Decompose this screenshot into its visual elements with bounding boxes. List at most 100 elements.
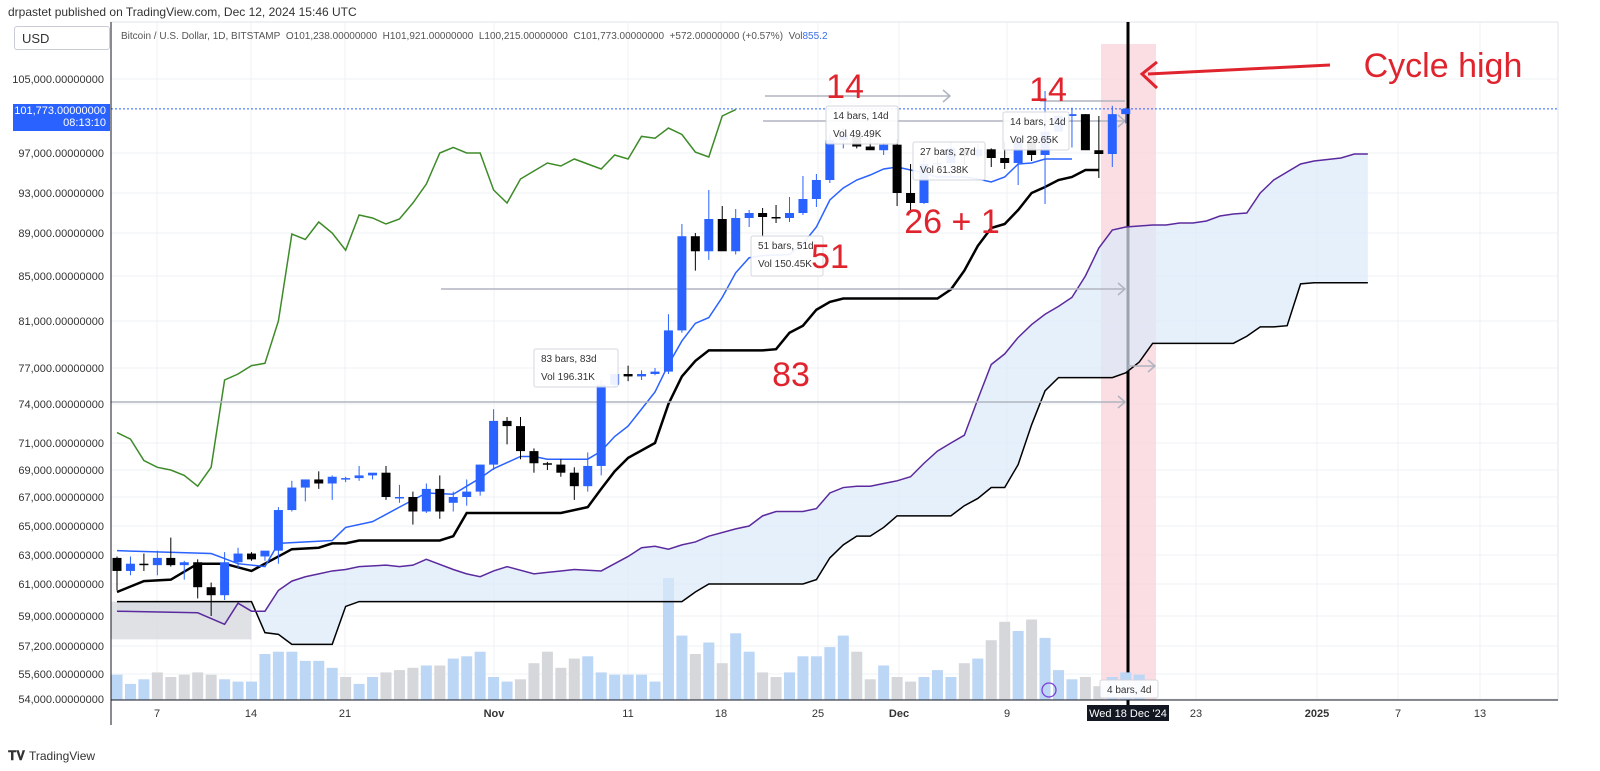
legend-change: +572.00000000 (+0.57%)	[669, 31, 784, 42]
candle-body	[1080, 114, 1090, 151]
volume-bar	[797, 656, 809, 700]
candle-body	[556, 464, 566, 473]
volume-bar	[393, 670, 405, 700]
volume-bar	[743, 651, 755, 700]
candle-body	[489, 420, 499, 465]
candle-body	[1121, 108, 1131, 115]
candle-body	[1067, 114, 1077, 116]
volume-bar	[730, 633, 742, 700]
volume-bar	[595, 672, 607, 700]
price-tick-label: 67,000.00000000	[18, 492, 104, 504]
candle-body	[906, 193, 916, 203]
candle-body	[139, 563, 149, 566]
candle-body	[583, 465, 593, 487]
candle-body	[220, 562, 230, 596]
volume-bar	[824, 647, 836, 700]
measure-bars-label: 51 bars, 51d	[758, 241, 814, 252]
candle-body	[273, 510, 283, 551]
indicator-lines	[111, 108, 1558, 646]
measure-line-4-arrow	[1147, 359, 1157, 373]
measure-vol-label: Vol 196.31K	[541, 372, 595, 383]
measure-box	[1099, 679, 1159, 699]
time-tick-label: Dec	[889, 708, 909, 720]
volume-bar	[568, 658, 580, 700]
symbol-legend: Bitcoin / U.S. Dollar, 1D, BITSTAMP O101…	[121, 31, 828, 42]
volume-bar	[541, 651, 553, 700]
currency-selector[interactable]: USD	[14, 26, 110, 50]
candle-body	[125, 563, 135, 571]
measure-bars-label: 83 bars, 83d	[541, 354, 597, 365]
time-tick-label: 2025	[1305, 708, 1329, 720]
candle-body	[811, 180, 821, 199]
price-tick-label: 93,000.00000000	[18, 188, 104, 200]
volume-bars	[111, 578, 1145, 700]
candle-body	[206, 587, 216, 596]
cloud-fill-bearish	[111, 601, 252, 640]
measure-bars-label: 27 bars, 27d	[920, 147, 976, 158]
volume-bar	[205, 674, 217, 700]
volume-bar	[151, 672, 163, 700]
volume-bar	[192, 672, 204, 700]
price-tick-label: 97,000.00000000	[18, 148, 104, 160]
volume-bar	[407, 667, 419, 700]
volume-bar	[474, 651, 486, 700]
time-tick-label: 7	[154, 708, 160, 720]
volume-bar	[420, 665, 432, 700]
time-tick-label: 14	[245, 708, 257, 720]
volume-bar	[515, 679, 526, 700]
candle-body	[771, 217, 781, 219]
brand-name: TradingView	[29, 749, 96, 763]
volume-bar	[555, 667, 567, 700]
volume-bar	[353, 683, 365, 700]
candle-body	[327, 476, 337, 484]
span-a-line	[116, 153, 1368, 626]
candle-body	[368, 472, 378, 476]
candle-body	[744, 213, 754, 218]
candle-body	[408, 497, 418, 512]
candle-body	[785, 213, 794, 218]
volume-bar	[246, 681, 257, 700]
volume-bar	[878, 665, 890, 700]
measure-line-51-arrow	[1117, 282, 1127, 296]
volume-bar	[985, 640, 997, 700]
time-tick-label: Nov	[484, 708, 506, 720]
candle-body	[650, 371, 660, 374]
measure-box	[533, 348, 619, 388]
candle-body	[798, 199, 808, 213]
volume-bar	[111, 674, 123, 700]
time-axis[interactable]: 7 14 21 Nov 11 18 25 Dec 9 Wed 18 Dec '24 23 2025 7 1…	[111, 699, 1558, 721]
legend-close: C101,773.00000000	[573, 31, 665, 42]
candle-body	[865, 146, 875, 151]
volume-bar	[945, 677, 957, 700]
volume-bar	[124, 683, 136, 700]
ichimoku-cloud	[111, 154, 1368, 645]
volume-bar	[461, 656, 473, 700]
volume-bar	[434, 665, 446, 700]
volume-bar	[138, 679, 150, 700]
volume-bar	[488, 677, 500, 700]
legend-title: Bitcoin / U.S. Dollar, 1D, BITSTAMP	[121, 31, 281, 42]
candle-body	[112, 557, 122, 571]
volume-bar	[259, 654, 271, 700]
volume-bar	[1093, 686, 1105, 700]
annotation-text: Cycle high	[1364, 47, 1523, 85]
volume-bar	[1053, 670, 1064, 700]
candle-body	[394, 497, 404, 499]
cycle-high-arrow-head	[1139, 60, 1159, 90]
measure-vol-label: Vol 61.38K	[920, 165, 969, 176]
volume-bar	[313, 660, 325, 700]
volume-bar	[326, 667, 338, 700]
measure-line-83-arrow	[1117, 395, 1127, 409]
price-tick-label: 89,000.00000000	[18, 228, 104, 240]
annotation-text: 14	[826, 68, 864, 106]
price-axis[interactable]: 105,000.00000000 97,000.00000000 93,000.00…	[12, 22, 112, 725]
annotation-text: 83	[772, 356, 810, 394]
time-tick-label: 25	[812, 708, 824, 720]
candle-body	[287, 487, 297, 511]
candle-body	[166, 557, 176, 566]
volume-bar	[1012, 631, 1024, 700]
last-price: 101,773.00000000	[14, 105, 106, 117]
volume-bar	[999, 621, 1011, 700]
price-tick-label: 54,000.00000000	[18, 694, 104, 706]
